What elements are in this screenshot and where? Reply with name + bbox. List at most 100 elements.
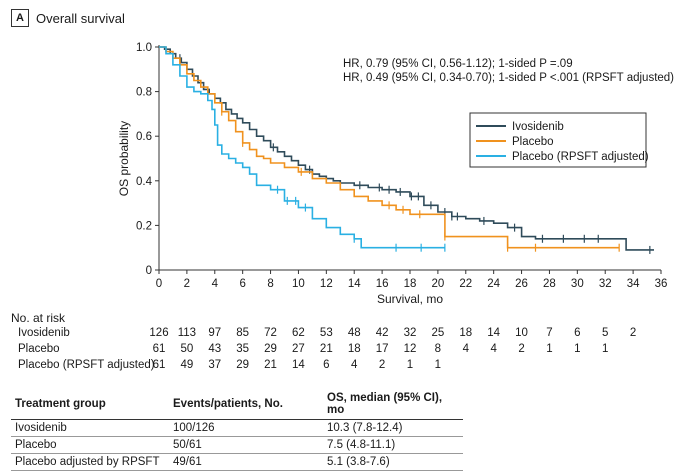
table-cell: 50/61 xyxy=(169,436,323,454)
panel-letter: A xyxy=(11,9,29,27)
risk-count: 50 xyxy=(180,343,194,355)
risk-count: 2 xyxy=(518,343,525,355)
table-row: Ivosidenib 100/126 10.3 (7.8-12.4) xyxy=(11,419,463,437)
risk-count: 29 xyxy=(236,359,250,371)
risk-count: 17 xyxy=(375,343,389,355)
risk-count: 32 xyxy=(403,327,417,339)
y-tick-label: 0.4 xyxy=(136,176,153,188)
x-tick-label: 34 xyxy=(627,278,640,290)
risk-count: 2 xyxy=(378,359,386,371)
y-tick-label: 0.2 xyxy=(136,220,152,232)
risk-count: 6 xyxy=(574,327,581,339)
table-cell: Placebo xyxy=(11,436,169,454)
km-curve-1 xyxy=(159,46,620,249)
x-tick-label: 36 xyxy=(655,278,668,290)
risk-count: 113 xyxy=(177,327,197,339)
risk-count: 21 xyxy=(264,359,277,371)
risk-count: 12 xyxy=(403,343,417,355)
y-axis-label: OS probability xyxy=(117,121,131,196)
hr-annotation: HR, 0.79 (95% CI, 0.56-1.12); 1-sided P … xyxy=(343,58,573,70)
risk-count: 18 xyxy=(347,343,361,355)
risk-count: 29 xyxy=(264,343,277,355)
risk-count: 61 xyxy=(152,343,166,355)
risk-count: 18 xyxy=(459,327,473,339)
summary-header: OS, median (95% CI), mo xyxy=(323,390,463,420)
y-tick-label: 0 xyxy=(146,265,152,277)
risk-count: 72 xyxy=(264,327,277,339)
risk-count: 1 xyxy=(406,359,414,371)
table-cell: 10.3 (7.8-12.4) xyxy=(323,419,463,437)
table-cell: 49/61 xyxy=(169,453,323,471)
table-cell: 5.1 (3.8-7.6) xyxy=(323,453,463,471)
risk-count: 14 xyxy=(292,359,305,371)
summary-table: Treatment group Events/patients, No. OS,… xyxy=(11,390,463,471)
risk-count: 1 xyxy=(602,343,609,355)
y-tick-label: 1.0 xyxy=(136,42,152,54)
table-cell: Placebo adjusted by RPSFT xyxy=(11,453,169,471)
y-tick-label: 0.8 xyxy=(136,87,152,99)
x-tick-label: 18 xyxy=(404,278,417,290)
x-tick-label: 20 xyxy=(431,278,444,290)
summary-header: Events/patients, No. xyxy=(169,390,323,420)
table-cell: Ivosidenib xyxy=(11,419,169,437)
risk-count: 6 xyxy=(323,359,330,371)
hr-annotation: HR, 0.49 (95% CI, 0.34-0.70); 1-sided P … xyxy=(343,72,674,84)
risk-count: 21 xyxy=(319,343,333,355)
x-tick-label: 24 xyxy=(487,278,500,290)
km-curve-0 xyxy=(159,46,654,251)
table-cell: 100/126 xyxy=(169,419,323,437)
risk-count: 1 xyxy=(574,343,581,355)
x-tick-label: 28 xyxy=(543,278,556,290)
x-tick-label: 6 xyxy=(239,278,245,290)
table-row: Placebo adjusted by RPSFT 49/61 5.1 (3.8… xyxy=(11,453,463,471)
risk-count: 25 xyxy=(431,327,445,339)
x-tick-label: 30 xyxy=(571,278,584,290)
x-tick-label: 12 xyxy=(320,278,333,290)
x-tick-label: 22 xyxy=(459,278,472,290)
x-tick-label: 16 xyxy=(376,278,389,290)
y-tick-label: 0.6 xyxy=(136,131,152,143)
risk-count: 85 xyxy=(236,327,250,339)
x-tick-label: 2 xyxy=(184,278,190,290)
risk-count: 61 xyxy=(152,359,166,371)
risk-count: 49 xyxy=(180,359,194,371)
x-tick-label: 14 xyxy=(348,278,361,290)
x-tick-label: 32 xyxy=(599,278,612,290)
panel-header: A Overall survival xyxy=(11,8,125,28)
risk-count: 7 xyxy=(546,327,553,339)
legend-label: Placebo (RPSFT adjusted) xyxy=(512,151,649,163)
risk-count: 14 xyxy=(487,327,501,339)
risk-count: 126 xyxy=(149,327,169,339)
table-row: Placebo 50/61 7.5 (4.8-11.1) xyxy=(11,436,463,454)
risk-count: 1 xyxy=(546,343,553,355)
risk-row-label: Placebo xyxy=(18,343,60,355)
risk-table-title: No. at risk xyxy=(11,311,66,325)
risk-count: 53 xyxy=(319,327,333,339)
x-tick-label: 4 xyxy=(212,278,219,290)
risk-row-label: Ivosidenib xyxy=(18,327,70,339)
risk-count: 35 xyxy=(236,343,250,355)
km-chart: 00.20.40.60.81.00 2 4 6 8 10 12 14 16 18 20 22 24 26 2… xyxy=(117,42,674,306)
risk-count: 5 xyxy=(602,327,609,339)
km-curve-2 xyxy=(159,46,445,249)
risk-count: 42 xyxy=(375,327,389,339)
risk-count: 2 xyxy=(629,327,637,339)
x-tick-label: 8 xyxy=(267,278,273,290)
risk-count: 43 xyxy=(208,343,222,355)
risk-count: 8 xyxy=(434,343,442,355)
risk-count: 62 xyxy=(292,327,305,339)
x-axis-label: Survival, mo xyxy=(377,292,443,306)
risk-count: 4 xyxy=(462,343,469,355)
risk-count: 37 xyxy=(208,359,222,371)
risk-count: 10 xyxy=(515,327,528,339)
risk-count: 4 xyxy=(490,343,497,355)
risk-count: 4 xyxy=(351,359,358,371)
risk-row-label: Placebo (RPSFT adjusted) xyxy=(18,359,155,371)
panel-title: Overall survival xyxy=(36,10,125,26)
x-tick-label: 0 xyxy=(156,278,162,290)
x-tick-label: 10 xyxy=(292,278,305,290)
table-cell: 7.5 (4.8-11.1) xyxy=(323,436,463,454)
summary-header: Treatment group xyxy=(11,390,169,420)
legend-label: Placebo xyxy=(512,136,554,148)
legend-label: Ivosidenib xyxy=(512,121,564,133)
